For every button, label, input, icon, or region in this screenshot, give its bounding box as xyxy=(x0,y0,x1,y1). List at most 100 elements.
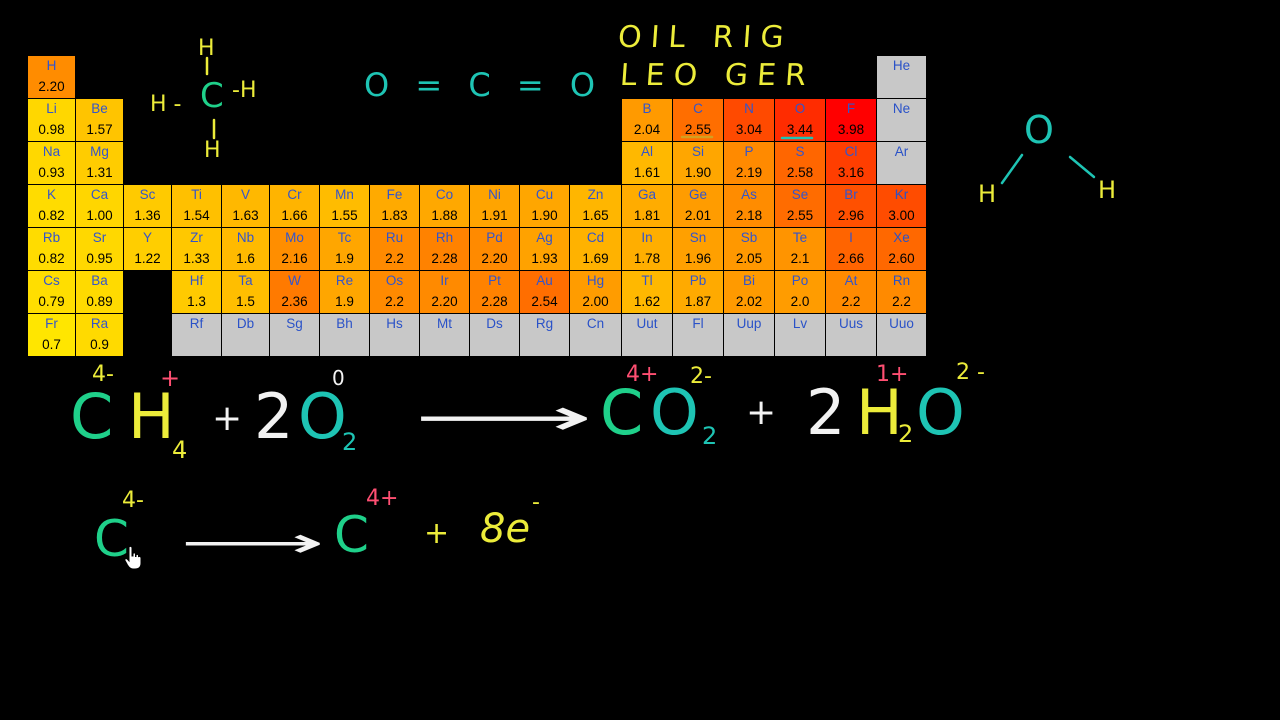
element-cell-n: N 3.04 xyxy=(724,99,775,142)
element-symbol: Cn xyxy=(586,316,605,331)
eq-co2-oxygen-charge: 2- xyxy=(690,364,712,389)
element-symbol: Fe xyxy=(386,187,403,202)
electronegativity-value: 2.18 xyxy=(735,208,763,223)
element-cell-fl: Fl xyxy=(673,314,724,357)
element-symbol: Os xyxy=(385,273,404,288)
eq-h2o-hydrogen-charge: 1+ xyxy=(876,362,909,387)
electronegativity-value: 1.66 xyxy=(281,208,308,223)
eq-h2o-coef: 2 xyxy=(806,376,846,449)
element-symbol: Ca xyxy=(90,187,109,202)
element-cell-tc: Tc 1.9 xyxy=(320,228,370,271)
element-cell-w: W 2.36 xyxy=(270,271,320,314)
water-oxygen: O xyxy=(1024,108,1054,152)
electronegativity-value: 3.98 xyxy=(837,122,865,137)
electronegativity-value: 1.90 xyxy=(531,208,558,223)
element-cell-pd: Pd 2.20 xyxy=(470,228,520,271)
element-symbol: In xyxy=(641,230,653,245)
electronegativity-value: 2.20 xyxy=(431,294,458,309)
electronegativity-value: 2.28 xyxy=(481,294,508,309)
element-symbol: K xyxy=(46,187,56,202)
element-symbol: Uup xyxy=(736,316,762,331)
electronegativity-value: 2.96 xyxy=(837,208,865,223)
element-cell-rh: Rh 2.28 xyxy=(420,228,470,271)
element-symbol: Ta xyxy=(238,273,253,288)
electronegativity-value: 3.16 xyxy=(837,165,865,180)
element-symbol: Sr xyxy=(92,230,107,245)
element-symbol: V xyxy=(240,187,250,202)
eq-plus-1: + xyxy=(212,398,243,439)
water-right-h: H xyxy=(1098,176,1117,204)
element-cell-c: C 2.55 xyxy=(673,99,724,142)
element-cell-bh: Bh xyxy=(320,314,370,357)
element-symbol: C xyxy=(693,101,703,116)
electronegativity-value: 3.04 xyxy=(735,122,763,137)
element-cell-se: Se 2.55 xyxy=(775,185,826,228)
element-cell-ta: Ta 1.5 xyxy=(222,271,270,314)
element-symbol: Bh xyxy=(336,316,353,331)
element-cell-o: O 3.44 xyxy=(775,99,826,142)
electronegativity-value: 2.1 xyxy=(790,251,810,266)
eq-co2-oxygen: O xyxy=(650,376,699,449)
element-symbol: Sb xyxy=(740,230,758,245)
eq-ch4-carbon-charge: 4- xyxy=(92,362,114,387)
water-left-h: H xyxy=(978,180,997,208)
electronegativity-value: 1.96 xyxy=(684,251,712,266)
element-cell-uuo: Uuo xyxy=(877,314,927,357)
element-cell-rg: Rg xyxy=(520,314,570,357)
element-cell-rn: Rn 2.2 xyxy=(877,271,927,314)
element-cell-kr: Kr 3.00 xyxy=(877,185,927,228)
element-cell-ge: Ge 2.01 xyxy=(673,185,724,228)
element-symbol: Au xyxy=(536,273,553,288)
element-symbol: Uut xyxy=(636,316,658,331)
element-symbol: Br xyxy=(844,187,858,202)
element-cell-p: P 2.19 xyxy=(724,142,775,185)
element-cell-cd: Cd 1.69 xyxy=(570,228,622,271)
element-symbol: Se xyxy=(791,187,809,202)
element-symbol: Hf xyxy=(189,273,204,288)
half-arrow: ⟶ xyxy=(180,518,325,567)
electronegativity-value: 1.78 xyxy=(633,251,661,266)
element-symbol: Ds xyxy=(486,316,503,331)
element-symbol: B xyxy=(642,101,652,116)
element-symbol: Pb xyxy=(689,273,707,288)
element-symbol: Uus xyxy=(838,316,863,331)
electronegativity-value: 2.54 xyxy=(531,294,558,309)
element-cell-sg: Sg xyxy=(270,314,320,357)
element-symbol: Al xyxy=(640,144,653,159)
element-cell-ba: Ba 0.89 xyxy=(76,271,124,314)
element-cell-sc: Sc 1.36 xyxy=(124,185,172,228)
eq-co2-subscript: 2 xyxy=(702,422,718,450)
element-symbol: Na xyxy=(42,144,61,159)
electronegativity-value: 0.98 xyxy=(38,122,65,137)
element-symbol: Bi xyxy=(742,273,755,288)
element-cell-rf: Rf xyxy=(172,314,222,357)
half-electron-charge: - xyxy=(532,490,540,515)
electronegativity-value: 1.90 xyxy=(684,165,712,180)
element-symbol: Mg xyxy=(90,144,109,159)
electronegativity-value: 2.16 xyxy=(281,251,308,266)
electronegativity-value: 1.65 xyxy=(582,208,609,223)
co2-structure: O = C = O xyxy=(364,66,604,104)
electronegativity-value: 2.2 xyxy=(841,294,861,309)
element-symbol: Fl xyxy=(692,316,704,331)
electronegativity-value: 0.89 xyxy=(86,294,113,309)
element-cell-k: K 0.82 xyxy=(28,185,76,228)
element-cell-ar: Ar xyxy=(877,142,927,185)
electronegativity-value: 1.87 xyxy=(684,294,712,309)
element-cell-ca: Ca 1.00 xyxy=(76,185,124,228)
eq-o2-oxygen: O xyxy=(298,380,347,453)
half-product-carbon: C xyxy=(334,506,369,564)
water-bonds xyxy=(1000,153,1096,185)
element-symbol: Mn xyxy=(335,187,354,202)
electronegativity-value: 1.83 xyxy=(381,208,408,223)
half-reactant-charge: 4- xyxy=(122,488,144,513)
element-cell-zn: Zn 1.65 xyxy=(570,185,622,228)
electronegativity-value: 1.63 xyxy=(232,208,259,223)
element-cell-he: He xyxy=(877,56,927,99)
electronegativity-value: 2.19 xyxy=(735,165,763,180)
electronegativity-value: 2.2 xyxy=(385,251,404,266)
element-cell-cl: Cl 3.16 xyxy=(826,142,877,185)
eq-h2o-subscript: 2 xyxy=(898,420,914,448)
element-symbol: Mt xyxy=(437,316,452,331)
